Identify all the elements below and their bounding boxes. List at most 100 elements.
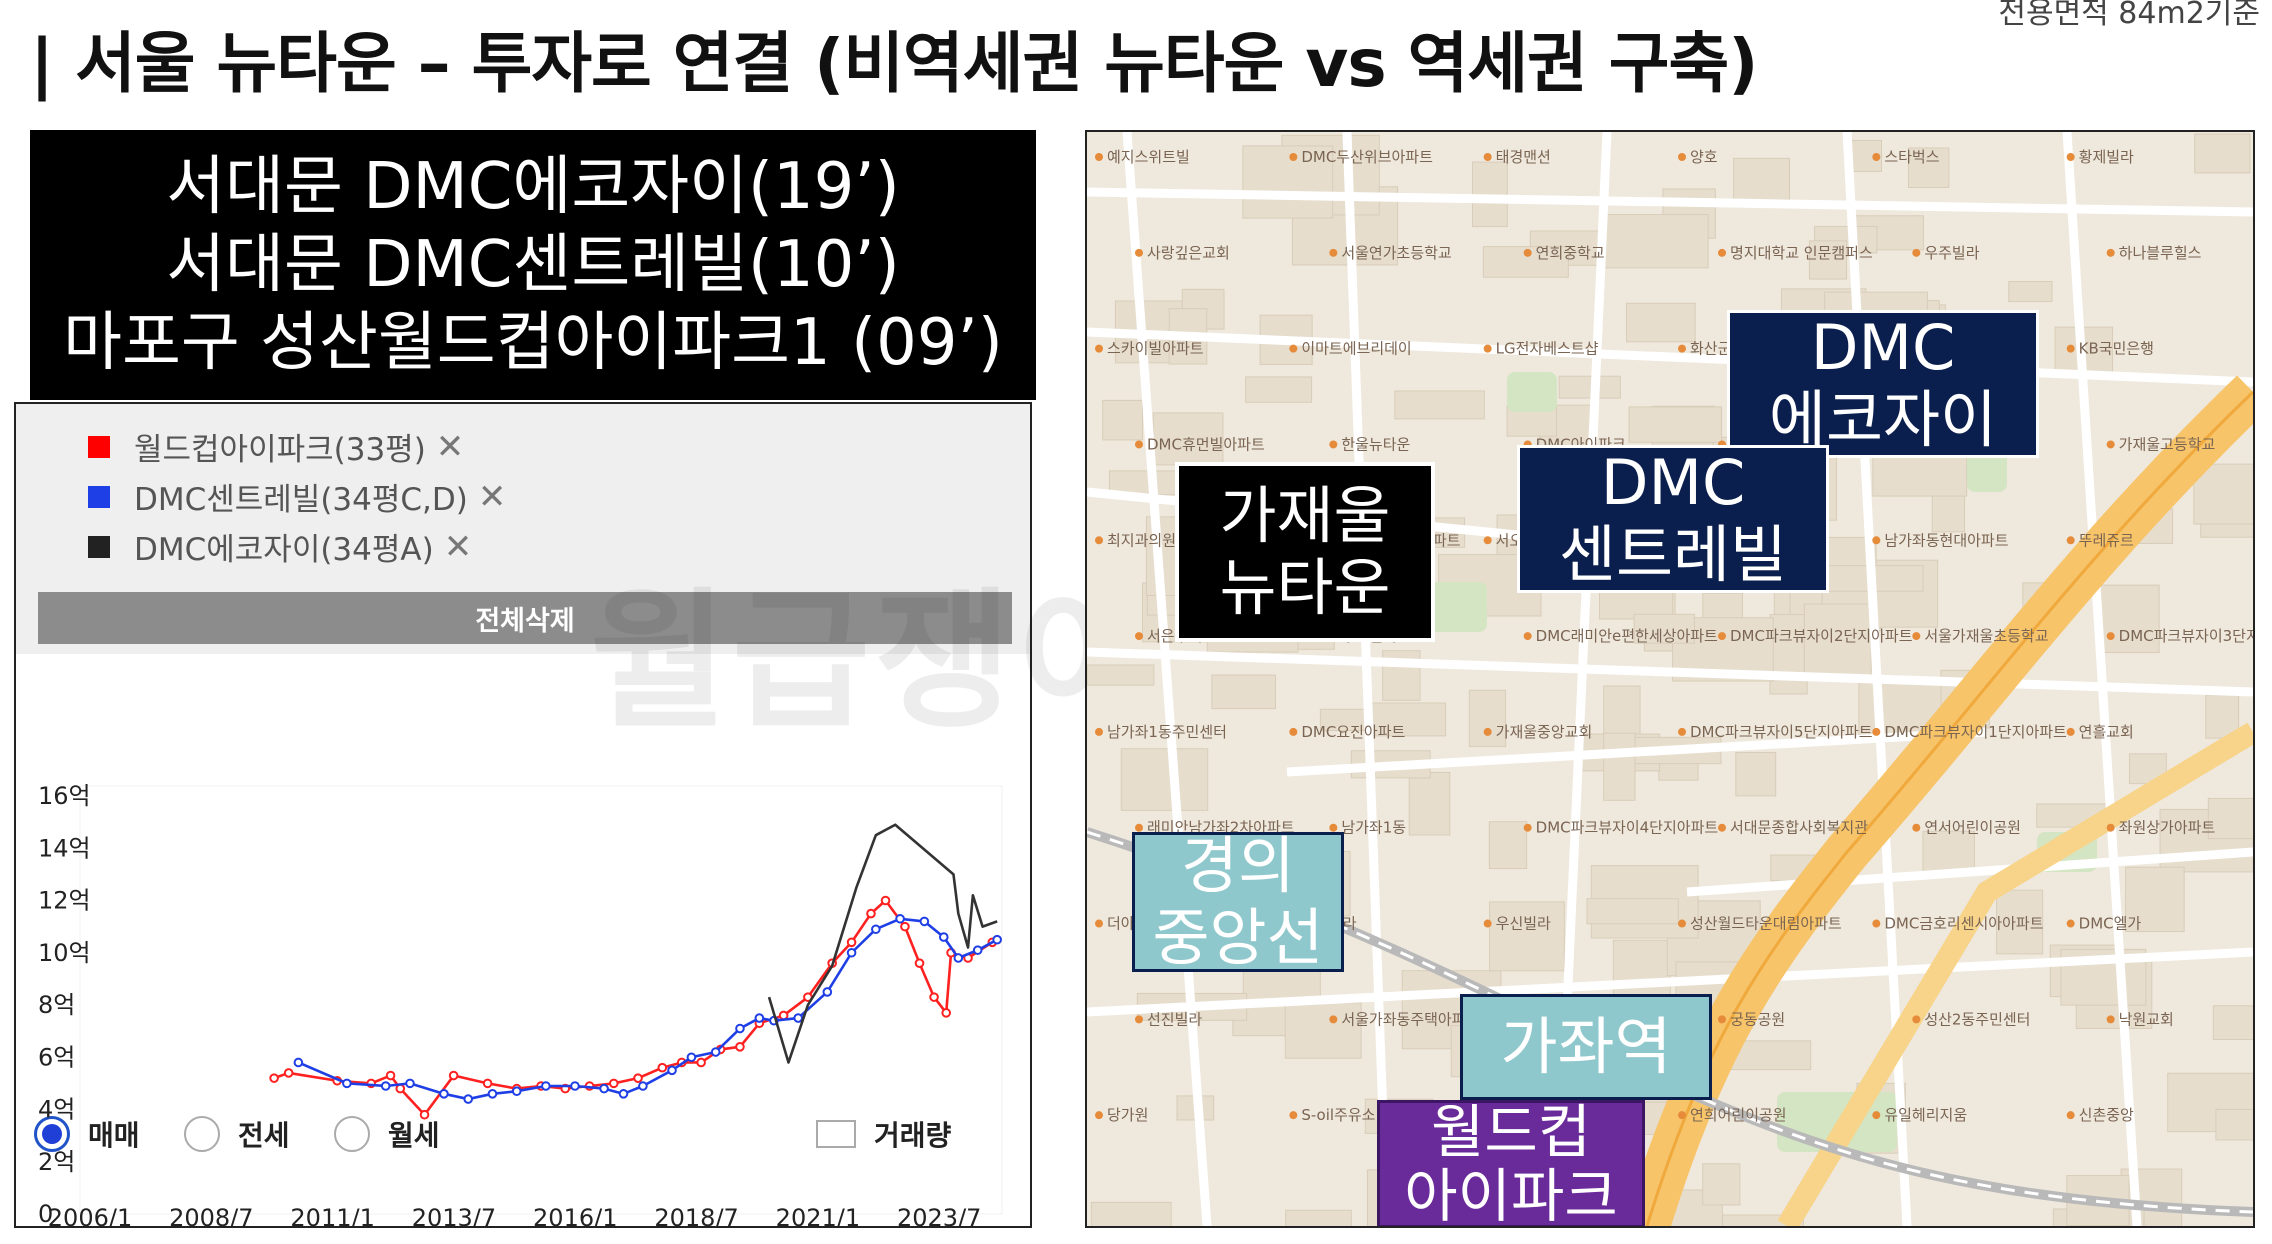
poi-marker-icon[interactable]	[1872, 920, 1880, 928]
poi-marker-icon[interactable]	[1718, 249, 1726, 257]
data-point[interactable]	[571, 1082, 579, 1090]
data-point[interactable]	[712, 1048, 720, 1056]
data-point[interactable]	[600, 1085, 608, 1093]
data-point[interactable]	[940, 933, 948, 941]
poi-marker-icon[interactable]	[2107, 249, 2115, 257]
poi-marker-icon[interactable]	[1095, 728, 1103, 736]
poi-marker-icon[interactable]	[2107, 1015, 2115, 1023]
data-point[interactable]	[697, 1059, 705, 1067]
data-point[interactable]	[421, 1111, 429, 1119]
poi-marker-icon[interactable]	[1095, 345, 1103, 353]
poi-marker-icon[interactable]	[1872, 536, 1880, 544]
poi-marker-icon[interactable]	[1329, 824, 1337, 832]
poi-marker-icon[interactable]	[1484, 345, 1492, 353]
data-point[interactable]	[872, 925, 880, 933]
poi-marker-icon[interactable]	[1135, 440, 1143, 448]
poi-marker-icon[interactable]	[1095, 153, 1103, 161]
poi-marker-icon[interactable]	[1718, 632, 1726, 640]
poi-marker-icon[interactable]	[1484, 153, 1492, 161]
poi-marker-icon[interactable]	[2067, 345, 2075, 353]
poi-marker-icon[interactable]	[1095, 536, 1103, 544]
poi-marker-icon[interactable]	[1484, 728, 1492, 736]
poi-marker-icon[interactable]	[1329, 249, 1337, 257]
data-point[interactable]	[824, 988, 832, 996]
data-point[interactable]	[464, 1095, 472, 1103]
poi-marker-icon[interactable]	[1135, 249, 1143, 257]
data-point[interactable]	[882, 897, 890, 905]
poi-marker-icon[interactable]	[1872, 728, 1880, 736]
poi-marker-icon[interactable]	[1289, 728, 1297, 736]
data-point[interactable]	[450, 1072, 458, 1080]
data-point[interactable]	[659, 1064, 667, 1072]
poi-marker-icon[interactable]	[2067, 1111, 2075, 1119]
poi-marker-icon[interactable]	[1718, 1015, 1726, 1023]
poi-marker-icon[interactable]	[2107, 632, 2115, 640]
data-point[interactable]	[756, 1014, 764, 1022]
data-point[interactable]	[668, 1067, 676, 1075]
data-point[interactable]	[955, 954, 963, 962]
poi-marker-icon[interactable]	[1912, 632, 1920, 640]
data-point[interactable]	[440, 1090, 448, 1098]
data-point[interactable]	[848, 949, 856, 957]
data-point[interactable]	[513, 1087, 521, 1095]
data-point[interactable]	[343, 1080, 351, 1088]
poi-marker-icon[interactable]	[1678, 728, 1686, 736]
data-point[interactable]	[620, 1090, 628, 1098]
data-point[interactable]	[916, 959, 924, 967]
poi-marker-icon[interactable]	[1289, 345, 1297, 353]
poi-marker-icon[interactable]	[1678, 153, 1686, 161]
poi-marker-icon[interactable]	[1912, 824, 1920, 832]
poi-marker-icon[interactable]	[2107, 440, 2115, 448]
data-point[interactable]	[634, 1074, 642, 1082]
data-point[interactable]	[285, 1069, 293, 1077]
data-point[interactable]	[901, 923, 909, 931]
poi-marker-icon[interactable]	[1095, 920, 1103, 928]
poi-marker-icon[interactable]	[1135, 824, 1143, 832]
poi-marker-icon[interactable]	[1718, 824, 1726, 832]
poi-marker-icon[interactable]	[1678, 345, 1686, 353]
data-point[interactable]	[270, 1074, 278, 1082]
poi-marker-icon[interactable]	[2107, 824, 2115, 832]
poi-marker-icon[interactable]	[1135, 1015, 1143, 1023]
data-point[interactable]	[610, 1080, 618, 1088]
data-point[interactable]	[848, 939, 856, 947]
data-point[interactable]	[896, 915, 904, 923]
data-point[interactable]	[736, 1025, 744, 1033]
poi-marker-icon[interactable]	[1329, 1015, 1337, 1023]
poi-marker-icon[interactable]	[1329, 440, 1337, 448]
data-point[interactable]	[867, 910, 875, 918]
data-point[interactable]	[930, 993, 938, 1001]
poi-marker-icon[interactable]	[1872, 1111, 1880, 1119]
poi-marker-icon[interactable]	[1484, 920, 1492, 928]
poi-marker-icon[interactable]	[1524, 632, 1532, 640]
data-point[interactable]	[736, 1043, 744, 1051]
poi-marker-icon[interactable]	[1135, 632, 1143, 640]
data-point[interactable]	[387, 1072, 395, 1080]
data-point[interactable]	[942, 1009, 950, 1017]
poi-marker-icon[interactable]	[2067, 728, 2075, 736]
data-point[interactable]	[489, 1090, 497, 1098]
data-point[interactable]	[688, 1053, 696, 1061]
poi-marker-icon[interactable]	[1524, 249, 1532, 257]
data-point[interactable]	[921, 918, 929, 926]
poi-marker-icon[interactable]	[1912, 249, 1920, 257]
data-point[interactable]	[484, 1080, 492, 1088]
data-point[interactable]	[382, 1082, 390, 1090]
poi-marker-icon[interactable]	[1912, 1015, 1920, 1023]
poi-marker-icon[interactable]	[1678, 1111, 1686, 1119]
data-point[interactable]	[974, 946, 982, 954]
poi-marker-icon[interactable]	[1678, 920, 1686, 928]
map-panel[interactable]: 예지스위트빌 DMC두산위브아파트 태경맨션 양호 스타벅스 황제빌라 사랑깊은교회 서울연가…	[1085, 130, 2255, 1228]
poi-marker-icon[interactable]	[1872, 153, 1880, 161]
poi-marker-icon[interactable]	[2067, 920, 2075, 928]
data-point[interactable]	[794, 1014, 802, 1022]
poi-marker-icon[interactable]	[1524, 824, 1532, 832]
poi-marker-icon[interactable]	[1289, 153, 1297, 161]
data-point[interactable]	[993, 936, 1001, 944]
data-point[interactable]	[542, 1082, 550, 1090]
poi-marker-icon[interactable]	[1484, 536, 1492, 544]
poi-marker-icon[interactable]	[2067, 153, 2075, 161]
poi-marker-icon[interactable]	[1289, 1111, 1297, 1119]
poi-marker-icon[interactable]	[1095, 1111, 1103, 1119]
data-point[interactable]	[639, 1082, 647, 1090]
